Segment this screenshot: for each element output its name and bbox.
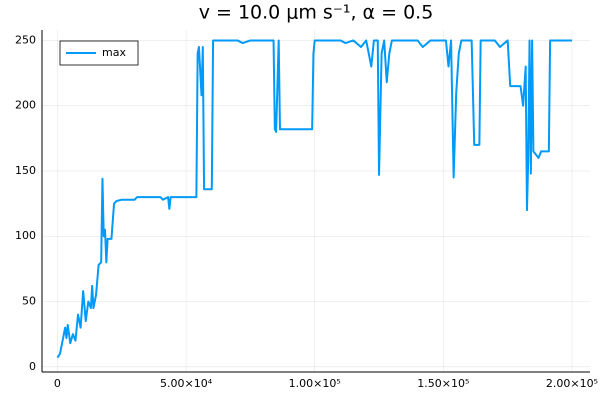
legend-label: max <box>102 46 126 59</box>
y-tick-label: 200 <box>15 99 36 112</box>
y-tick-label: 150 <box>15 164 36 177</box>
y-tick-label: 0 <box>29 360 36 373</box>
data-line <box>56 39 572 359</box>
y-tick-label: 50 <box>22 295 36 308</box>
x-tick-label: 0 <box>54 377 61 390</box>
x-tick-label: 5.00×10⁴ <box>160 377 213 390</box>
x-tick-label: 2.00×10⁵ <box>546 377 598 390</box>
y-tick-label: 250 <box>15 33 36 46</box>
chart-title: v = 10.0 μm s⁻¹, α = 0.5 <box>199 2 434 24</box>
y-tick-label: 100 <box>15 229 36 242</box>
x-tick-label: 1.00×10⁵ <box>289 377 341 390</box>
x-tick-label: 1.50×10⁵ <box>417 377 469 390</box>
